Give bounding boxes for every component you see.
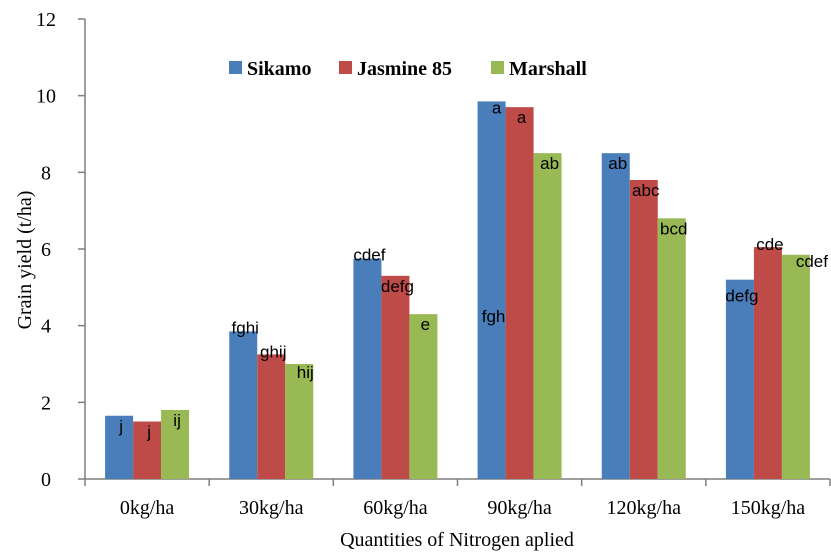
y-axis-title: Grain yield (t/ha) (14, 191, 36, 330)
bar-jasmine-85 (133, 421, 162, 479)
y-tick-label: 0 (41, 469, 51, 491)
bar-marshall (657, 218, 686, 480)
x-tick-label: 150kg/ha (731, 497, 806, 519)
bar-data-label: cdef (796, 252, 828, 271)
bar-data-label: ab (540, 154, 559, 173)
bar-jasmine-85 (257, 354, 286, 479)
x-tick-label: 30kg/ha (239, 497, 304, 519)
bar-data-label: a (517, 108, 527, 127)
y-tick-label: 12 (36, 9, 56, 31)
bar-marshall (161, 410, 190, 479)
x-tick-label: 90kg/ha (487, 497, 552, 519)
bar-sikamo (477, 101, 506, 480)
x-axis: 0kg/ha 30kg/ha 60kg/ha 90kg/ha 120kg/ha 150kg… (84, 478, 831, 519)
legend-swatch (491, 61, 504, 74)
y-tick-label: 8 (41, 162, 51, 184)
bar-extra-label: a (492, 98, 502, 117)
bar-jasmine-85 (505, 107, 534, 480)
bar-data-label: ab (608, 154, 627, 173)
bar-labels-group: j fghi cdef fgh ab defg j ghij defg a abc cde ij hij e… (118, 98, 828, 441)
x-tick-label: 120kg/ha (607, 497, 682, 519)
y-axis: 0 2 4 6 8 10 12 (36, 9, 86, 491)
bar-marshall (285, 364, 314, 479)
bar-sikamo (105, 415, 134, 479)
bar-data-label: abc (632, 181, 660, 200)
legend-label: Jasmine 85 (357, 58, 452, 80)
bar-sikamo (353, 258, 382, 479)
bar-data-label: ghij (260, 342, 286, 361)
bars-group (105, 101, 810, 480)
legend-label: Sikamo (247, 58, 311, 80)
legend: Sikamo Jasmine 85 Marshall (229, 58, 587, 80)
bar-sikamo (725, 279, 754, 479)
bar-sikamo (229, 331, 258, 479)
bar-jasmine-85 (753, 247, 782, 479)
bar-data-label: cdef (353, 246, 385, 265)
bar-jasmine-85 (381, 275, 410, 479)
bar-data-label: bcd (660, 219, 687, 238)
y-tick-label: 6 (41, 239, 51, 261)
bar-sikamo (601, 153, 630, 479)
bar-marshall (409, 314, 438, 479)
bar-data-label: ij (173, 411, 181, 430)
bar-data-label: defg (725, 287, 758, 306)
bar-data-label: cde (756, 235, 783, 254)
legend-swatch (229, 61, 242, 74)
bar-data-label: defg (381, 277, 414, 296)
bar-data-label: fghi (232, 318, 259, 337)
y-tick-label: 2 (41, 392, 51, 414)
bar-data-label: j (118, 417, 123, 436)
bar-marshall (533, 153, 562, 479)
legend-label: Marshall (509, 58, 587, 80)
bar-data-label: j (146, 423, 151, 442)
bar-data-label: hij (297, 363, 314, 382)
x-tick-label: 60kg/ha (363, 497, 428, 519)
x-tick-label: 0kg/ha (120, 497, 175, 519)
bar-marshall (781, 254, 810, 479)
y-tick-label: 10 (36, 86, 56, 108)
bar-jasmine-85 (629, 180, 658, 479)
x-axis-title: Quantities of Nitrogen aplied (340, 529, 574, 551)
bar-data-label: e (421, 315, 430, 334)
y-tick-label: 4 (41, 316, 51, 338)
legend-swatch (339, 61, 352, 74)
bar-data-label: fgh (482, 307, 506, 326)
